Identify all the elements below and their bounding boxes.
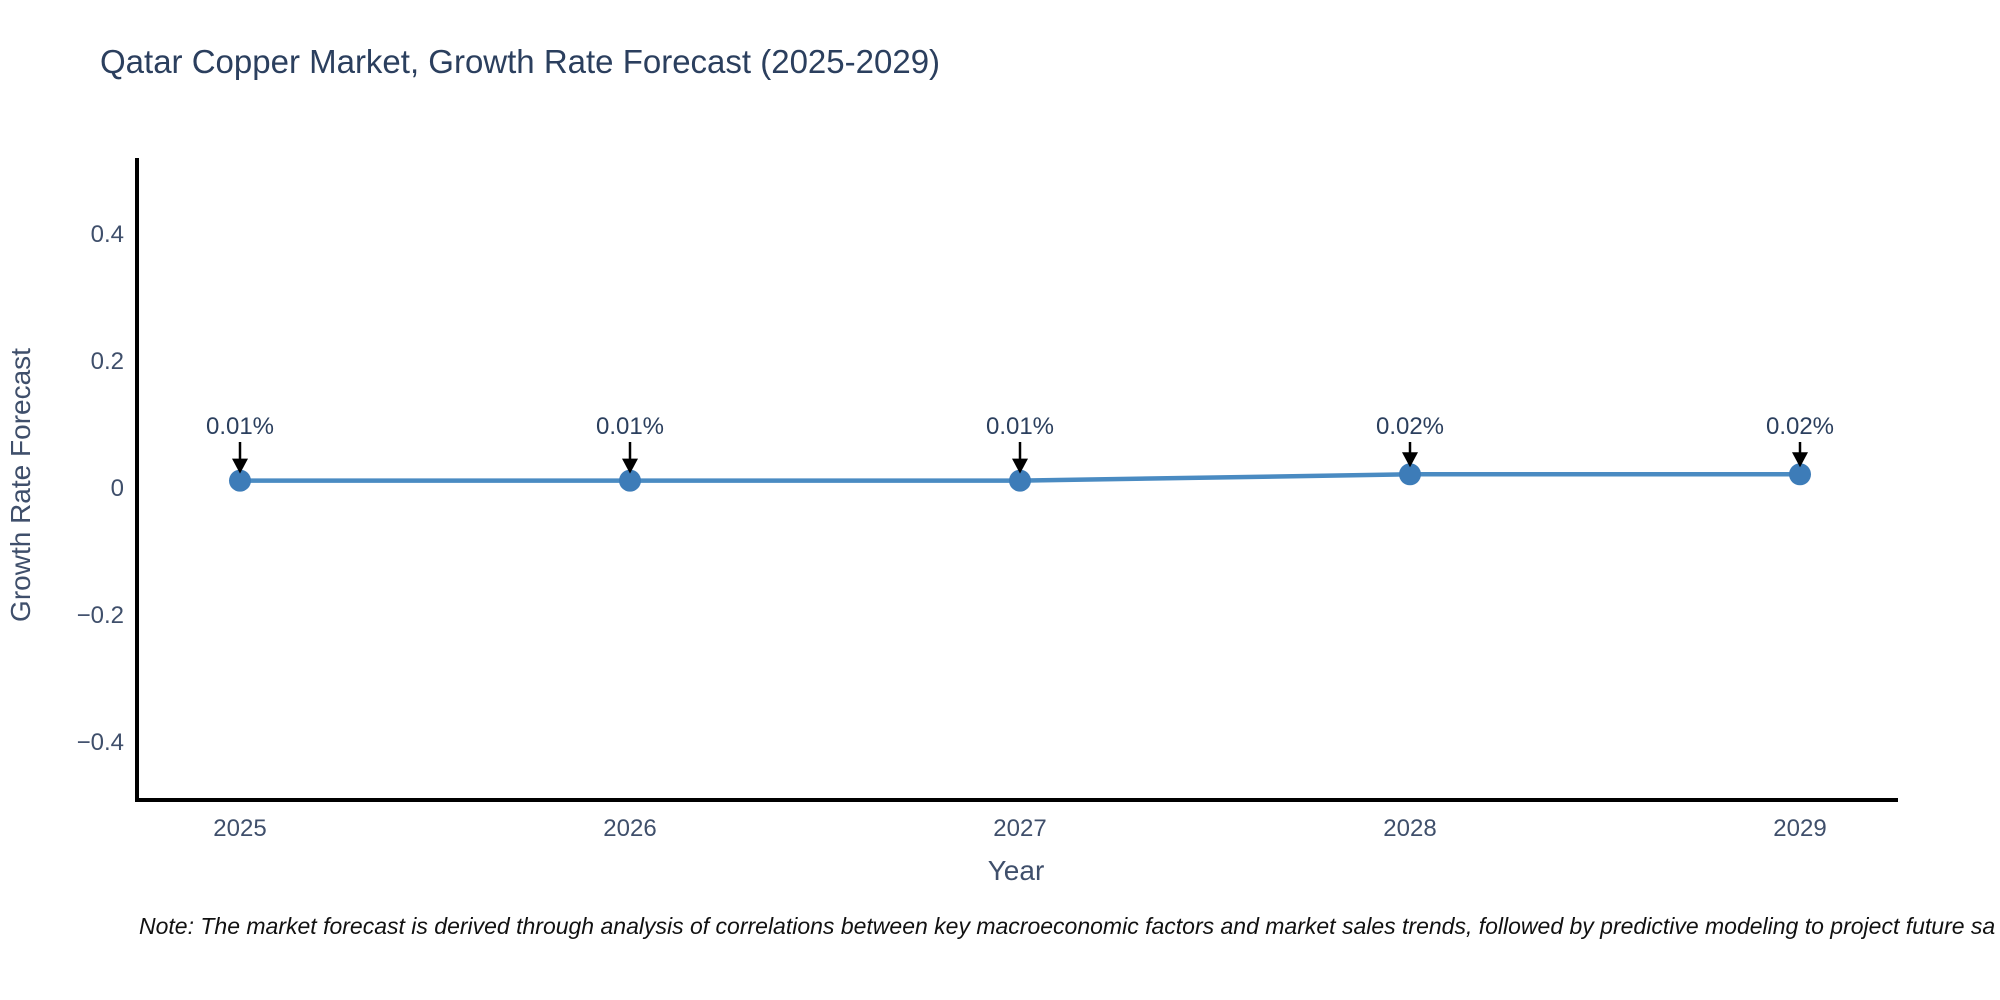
x-tick-label: 2029: [1773, 815, 1826, 842]
chart-title: Qatar Copper Market, Growth Rate Forecas…: [100, 43, 941, 80]
y-tick-label: 0.2: [91, 348, 124, 375]
x-axis-title: Year: [988, 855, 1045, 886]
annotation-arrowhead: [622, 458, 638, 474]
data-point-marker: [1789, 463, 1811, 486]
data-point-marker: [229, 469, 251, 492]
annotation-arrowhead: [232, 458, 248, 474]
y-tick-label: −0.2: [77, 602, 124, 629]
data-series: [229, 463, 1811, 492]
annotation-label: 0.01%: [206, 413, 274, 440]
y-tick-label: −0.4: [77, 729, 124, 756]
x-tick-label: 2026: [603, 815, 656, 842]
data-point-marker: [1399, 463, 1421, 486]
data-point-marker: [619, 469, 641, 492]
annotation-arrowhead: [1792, 452, 1808, 468]
x-tick-label: 2025: [213, 815, 266, 842]
annotation-label: 0.02%: [1376, 413, 1444, 440]
point-annotations: 0.01% 0.01% 0.01% 0.02% 0.02%: [206, 413, 1834, 474]
x-tick-label: 2028: [1383, 815, 1436, 842]
annotation-arrowhead: [1402, 452, 1418, 468]
y-tick-label: 0.4: [91, 221, 124, 248]
data-point-marker: [1009, 469, 1031, 492]
x-axis-ticks: 2025 2026 2027 2028 2029: [213, 815, 1826, 842]
annotation-label: 0.02%: [1766, 413, 1834, 440]
annotation-label: 0.01%: [986, 413, 1054, 440]
x-tick-label: 2027: [993, 815, 1046, 842]
annotation-label: 0.01%: [596, 413, 664, 440]
annotation-arrowhead: [1012, 458, 1028, 474]
y-axis-ticks: 0.4 0.2 0 −0.2 −0.4: [77, 221, 124, 756]
y-tick-label: 0: [111, 475, 124, 502]
footnote: Note: The market forecast is derived thr…: [139, 913, 1996, 939]
y-axis-title: Growth Rate Forecast: [5, 348, 36, 622]
